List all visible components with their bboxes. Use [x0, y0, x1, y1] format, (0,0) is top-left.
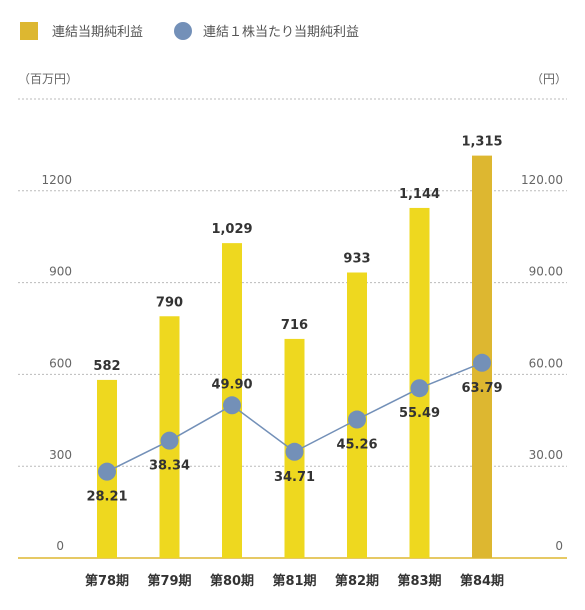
bar-value-label: 933: [343, 252, 370, 267]
eps-point: [348, 411, 366, 429]
legend-line-label: 連結１株当たり当期純利益: [203, 25, 359, 40]
right-tick-label: 30.00: [529, 448, 563, 462]
category-label: 第83期: [397, 573, 441, 589]
bar-value-label: 1,144: [399, 187, 440, 202]
eps-value-label: 45.26: [336, 438, 377, 453]
category-labels: 第78期 第79期 第80期 第81期 第82期 第83期 第84期: [85, 573, 504, 589]
right-tick-label: 90.00: [529, 265, 563, 279]
category-label: 第79期: [147, 573, 191, 589]
legend-bar-label: 連結当期純利益: [52, 25, 143, 40]
eps-value-label: 63.79: [461, 381, 502, 396]
bars: [97, 156, 492, 558]
right-axis-unit: （円）: [531, 72, 567, 86]
eps-value-label: 28.21: [86, 490, 127, 505]
left-tick-label: 1200: [41, 173, 72, 187]
legend-line-swatch: [174, 22, 192, 40]
eps-point: [411, 379, 429, 397]
right-tick-label: 60.00: [529, 356, 563, 370]
eps-point: [286, 443, 304, 461]
bar-value-label: 716: [281, 318, 308, 333]
legend-bar-swatch: [20, 22, 38, 40]
category-label: 第82期: [335, 573, 379, 589]
bar-value-label: 582: [93, 359, 120, 374]
eps-point: [98, 463, 116, 481]
legend: 連結当期純利益 連結１株当たり当期純利益: [20, 22, 359, 40]
category-label: 第81期: [272, 573, 316, 589]
eps-point: [223, 396, 241, 414]
bar-value-label: 1,315: [461, 135, 502, 150]
eps-value-label: 38.34: [149, 459, 190, 474]
left-axis-unit: （百万円）: [18, 72, 78, 86]
left-tick-label: 600: [49, 356, 72, 370]
left-tick-label: 0: [56, 539, 64, 553]
category-label: 第80期: [210, 573, 254, 589]
eps-value-label: 34.71: [274, 470, 315, 485]
left-tick-label: 300: [49, 448, 72, 462]
left-tick-label: 900: [49, 265, 72, 279]
eps-value-label: 49.90: [211, 377, 252, 392]
right-tick-label: 120.00: [521, 173, 563, 187]
eps-point: [161, 432, 179, 450]
eps-point: [473, 354, 491, 372]
eps-value-label: 55.49: [399, 406, 440, 421]
bar-value-label: 1,029: [211, 222, 252, 237]
right-tick-label: 0: [555, 539, 563, 553]
category-label: 第84期: [460, 573, 504, 589]
category-label: 第78期: [85, 573, 129, 589]
bar-value-label: 790: [156, 295, 183, 310]
